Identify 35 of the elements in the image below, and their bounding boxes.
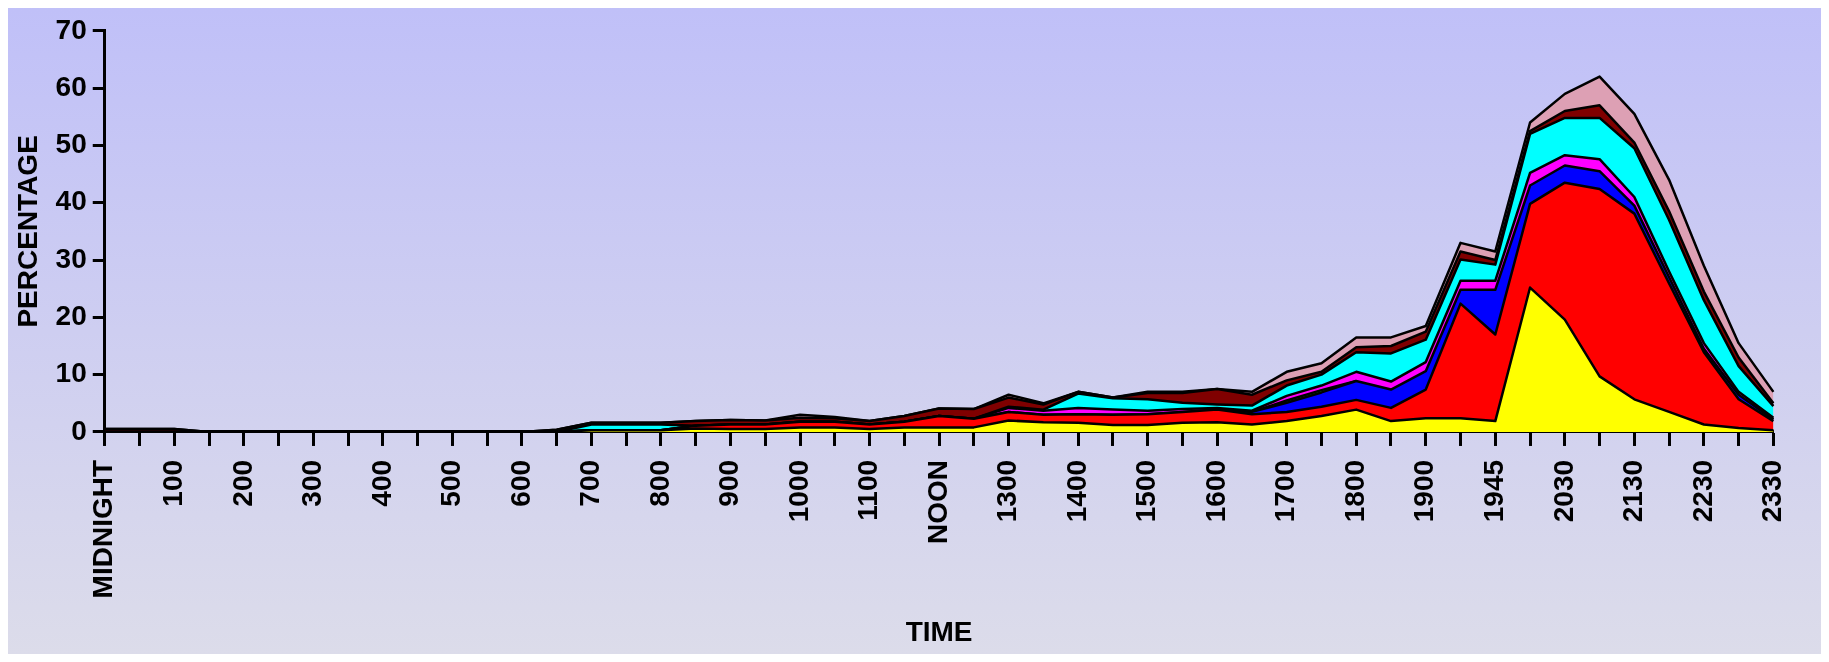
x-tick-label: 1300 — [991, 459, 1023, 523]
x-tick-label: 500 — [435, 459, 467, 507]
x-tick-label: NOON — [921, 459, 953, 544]
x-tick-label: 200 — [226, 459, 258, 507]
x-tick-label: 900 — [713, 459, 745, 507]
y-tick-label: 70 — [55, 13, 87, 45]
y-tick-label: 10 — [55, 357, 87, 389]
x-tick-label: 2330 — [1756, 459, 1788, 523]
x-tick-label: 300 — [296, 459, 328, 507]
x-tick-label: 1945 — [1478, 459, 1510, 523]
x-tick-label: 1600 — [1199, 459, 1231, 523]
x-tick-label: 2230 — [1686, 459, 1718, 523]
y-axis-title: PERCENTAGE — [11, 135, 43, 328]
x-axis-title: TIME — [905, 615, 973, 647]
y-tick-label: 0 — [71, 414, 87, 446]
x-tick-label: 1500 — [1130, 459, 1162, 523]
x-tick-label: 1900 — [1408, 459, 1440, 523]
x-tick-label: 800 — [643, 459, 675, 507]
y-tick-label: 50 — [55, 128, 87, 160]
y-tick-label: 20 — [55, 300, 87, 332]
x-tick-label: 1800 — [1338, 459, 1370, 523]
y-tick-label: 40 — [55, 185, 87, 217]
x-tick-label: 1100 — [852, 459, 884, 521]
y-tick-label: 30 — [55, 242, 87, 274]
x-tick-label: 100 — [156, 459, 188, 507]
x-tick-label: 700 — [574, 459, 606, 507]
x-tick-label: 2030 — [1547, 459, 1579, 523]
x-tick-label: 1400 — [1060, 459, 1092, 523]
x-tick-label: 1000 — [782, 459, 814, 523]
x-tick-label: 1700 — [1269, 459, 1301, 523]
x-tick-label: 400 — [365, 459, 397, 507]
x-tick-label: 2130 — [1617, 459, 1649, 523]
x-tick-label: 600 — [504, 459, 536, 507]
y-tick-label: 60 — [55, 70, 87, 102]
x-tick-label: MIDNIGHT — [87, 459, 119, 599]
